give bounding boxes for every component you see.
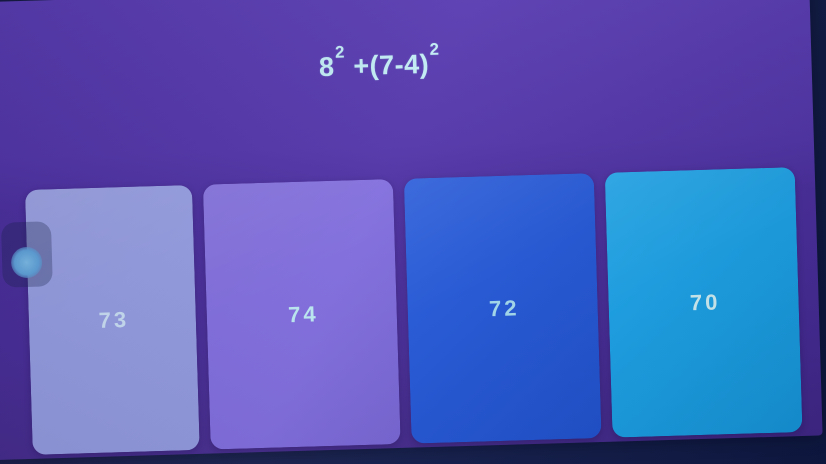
question-base: 8 [318, 51, 335, 83]
answer-card-1[interactable]: 73 [24, 185, 200, 455]
answer-label: 73 [98, 306, 130, 333]
answer-card-2[interactable]: 74 [203, 179, 401, 450]
answer-card-4[interactable]: 70 [604, 167, 803, 438]
answer-label: 74 [287, 300, 320, 327]
question-middle: +(7-4) [344, 48, 430, 82]
camera-avatar-icon [10, 246, 43, 279]
question-exponent-2: 2 [429, 39, 440, 59]
question-text: 82 +(7-4)2 [318, 39, 441, 84]
answer-row: 73 74 72 70 [0, 167, 823, 461]
question-exponent-1: 2 [334, 42, 346, 62]
camera-avatar-chip[interactable] [0, 221, 53, 288]
question-area: 82 +(7-4)2 [0, 0, 815, 192]
answer-label: 72 [488, 294, 520, 321]
answer-label: 70 [689, 288, 721, 315]
answer-card-3[interactable]: 72 [403, 173, 602, 444]
